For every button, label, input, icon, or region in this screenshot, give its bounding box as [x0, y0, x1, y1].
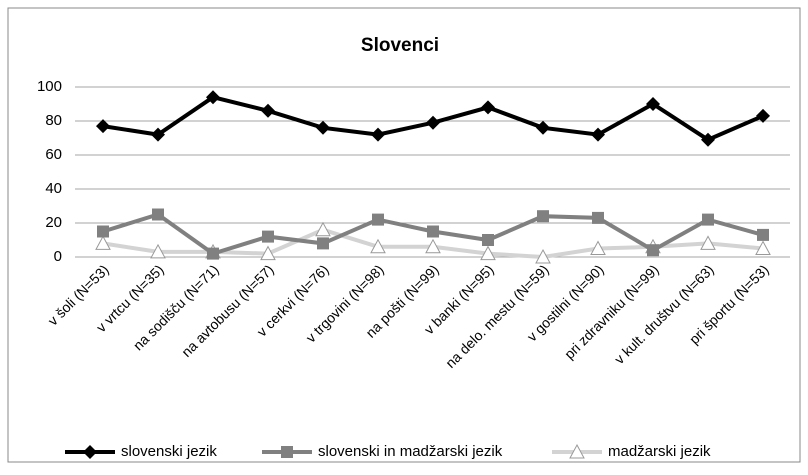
point [150, 243, 166, 259]
point [96, 119, 110, 134]
point [95, 235, 111, 250]
point [370, 238, 386, 254]
point [756, 108, 770, 123]
y-tick-label: 0 [54, 248, 62, 265]
point [426, 115, 440, 130]
point [536, 120, 550, 135]
legend-label: madžarski jezik [608, 443, 711, 460]
point [591, 127, 605, 142]
point [97, 225, 109, 238]
point [482, 234, 494, 246]
point [700, 235, 716, 250]
point [427, 225, 439, 238]
point [590, 240, 606, 255]
point [315, 221, 331, 237]
legend-label: slovenski in madžarski jezik [318, 443, 503, 460]
point [83, 445, 97, 459]
series [97, 208, 769, 260]
point [481, 100, 495, 115]
point [262, 230, 274, 243]
point [425, 238, 441, 254]
point [535, 248, 551, 264]
point [372, 213, 384, 226]
point [151, 127, 165, 142]
chart-border [7, 7, 801, 463]
point [260, 245, 276, 261]
point [480, 245, 496, 261]
point [261, 103, 275, 118]
point [371, 127, 385, 142]
y-tick-label: 20 [45, 214, 62, 231]
point [755, 240, 771, 255]
point [569, 443, 585, 459]
chart-title: Slovenci [361, 35, 439, 56]
point [647, 244, 659, 257]
point [701, 132, 715, 147]
series [96, 90, 770, 147]
point [757, 228, 769, 241]
y-tick-label: 100 [37, 78, 62, 95]
point [646, 97, 660, 111]
y-tick-label: 40 [45, 180, 62, 197]
y-tick-label: 80 [45, 112, 62, 129]
point [317, 237, 329, 250]
point [316, 120, 330, 135]
y-tick-label: 60 [45, 146, 62, 163]
point [281, 446, 293, 458]
legend-label: slovenski jezik [121, 443, 217, 460]
point [206, 90, 220, 105]
point [537, 210, 549, 223]
point [592, 211, 604, 224]
point [702, 213, 714, 226]
point [207, 247, 219, 260]
point [152, 208, 164, 221]
